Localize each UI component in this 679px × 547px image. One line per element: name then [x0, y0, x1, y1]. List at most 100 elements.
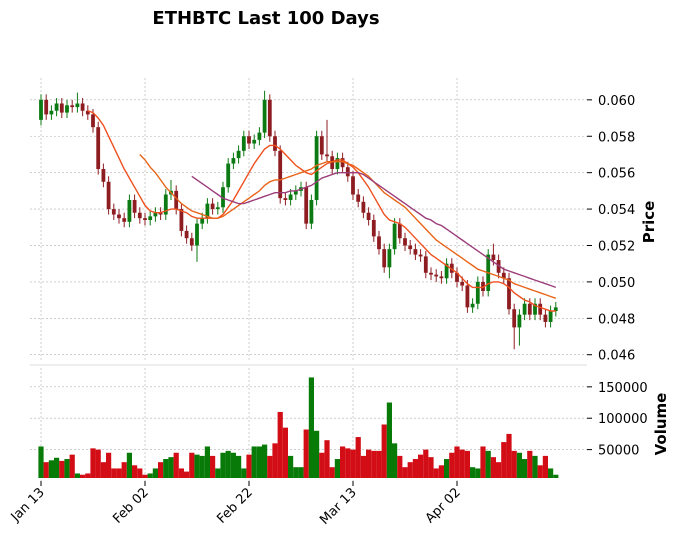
candle-body [210, 203, 215, 210]
candle-body [257, 132, 262, 140]
volume-bar [116, 468, 122, 478]
volume-bar [59, 460, 65, 478]
volume-bar [470, 467, 476, 478]
volume-bar [537, 465, 543, 478]
volume-bar [433, 468, 439, 478]
volume-bar [95, 449, 101, 478]
volume-bar [288, 455, 294, 478]
candle-body [278, 150, 283, 199]
candle-body [371, 220, 376, 237]
candle-body [356, 194, 361, 202]
candle-body [314, 136, 319, 200]
candle-body [496, 260, 501, 273]
candle-body [345, 167, 350, 177]
volume-bar [350, 449, 356, 478]
y-tick-label: 150000 [598, 381, 648, 396]
volume-bar [246, 454, 252, 478]
volume-bar [418, 454, 424, 478]
x-tick-label: Apr 02 [423, 485, 464, 526]
candle-body [137, 212, 142, 219]
volume-bar [542, 455, 548, 478]
volume-bar [324, 440, 330, 478]
candle-body [527, 303, 532, 315]
volume-bar [152, 468, 158, 478]
volume-bar [366, 449, 372, 478]
candle-body [267, 99, 272, 137]
candle-body [122, 218, 127, 222]
volume-bar [282, 427, 288, 478]
volume-bar [126, 452, 132, 478]
volume-bar [402, 467, 408, 478]
volume-bar [308, 377, 314, 478]
volume-bar [262, 444, 268, 478]
volume-bar [210, 455, 216, 478]
volume-bar [360, 455, 366, 478]
candle-body [221, 187, 225, 208]
candle-body [481, 281, 485, 291]
volume-bar [527, 450, 533, 478]
candle-body [80, 103, 85, 111]
candle-body [65, 105, 69, 113]
candle-body [533, 303, 537, 315]
candle-body [70, 105, 75, 108]
candle-body [163, 194, 168, 215]
volume-bar [204, 446, 210, 478]
candle-body [522, 303, 527, 315]
volume-bar [423, 449, 429, 478]
y-tick-label: 0.056 [598, 167, 635, 182]
candle-body [330, 156, 335, 170]
candle-body [325, 154, 329, 157]
candle-body [444, 263, 449, 279]
volume-bar [194, 454, 200, 478]
candle-body [403, 238, 407, 246]
candle-body [143, 218, 147, 220]
candle-body [351, 176, 355, 195]
candle-body [189, 238, 194, 246]
volume-bar [485, 450, 491, 478]
candle-body [195, 223, 199, 246]
candle-body [512, 309, 517, 328]
volume-bar [236, 455, 242, 478]
volume-bar [501, 442, 507, 478]
volume-bar [80, 474, 86, 478]
candle-body [44, 99, 49, 115]
volume-bar [74, 473, 80, 478]
x-tick-label: Feb 02 [110, 485, 152, 527]
volume-bar [54, 457, 60, 478]
candle-body [200, 218, 205, 224]
volume-bar [293, 467, 299, 478]
volume-bar [376, 450, 382, 478]
y-tick-label: 0.046 [598, 349, 635, 364]
volume-bar [454, 446, 460, 478]
volume-bar [355, 437, 361, 478]
volume-bar [392, 443, 398, 478]
volume-bar [142, 474, 148, 478]
volume-bar [111, 468, 117, 478]
candle-body [215, 207, 220, 210]
volume-bar [121, 462, 127, 478]
candle-body [507, 278, 511, 310]
candle-body [241, 136, 246, 151]
volume-bar [267, 455, 273, 478]
candle-body [293, 190, 298, 195]
volume-bar [319, 452, 325, 478]
y-tick-label: 50000 [598, 444, 639, 459]
y-tick-label: 0.048 [598, 312, 635, 327]
y-tick-label: 0.050 [598, 276, 635, 291]
volume-bar [511, 450, 517, 478]
candle-body [423, 256, 428, 273]
candle-body [408, 245, 413, 250]
candle-body [132, 199, 137, 213]
candle-body [127, 199, 132, 222]
candle-body [366, 212, 371, 220]
candle-body [397, 223, 402, 239]
candle-body [340, 158, 345, 168]
volume-bar [106, 452, 112, 478]
volume-bar [184, 471, 190, 478]
candle-body [543, 314, 548, 322]
volume-bar [38, 446, 44, 478]
volume-bar [85, 473, 91, 478]
candle-body [96, 127, 101, 170]
volume-bar [298, 467, 304, 478]
